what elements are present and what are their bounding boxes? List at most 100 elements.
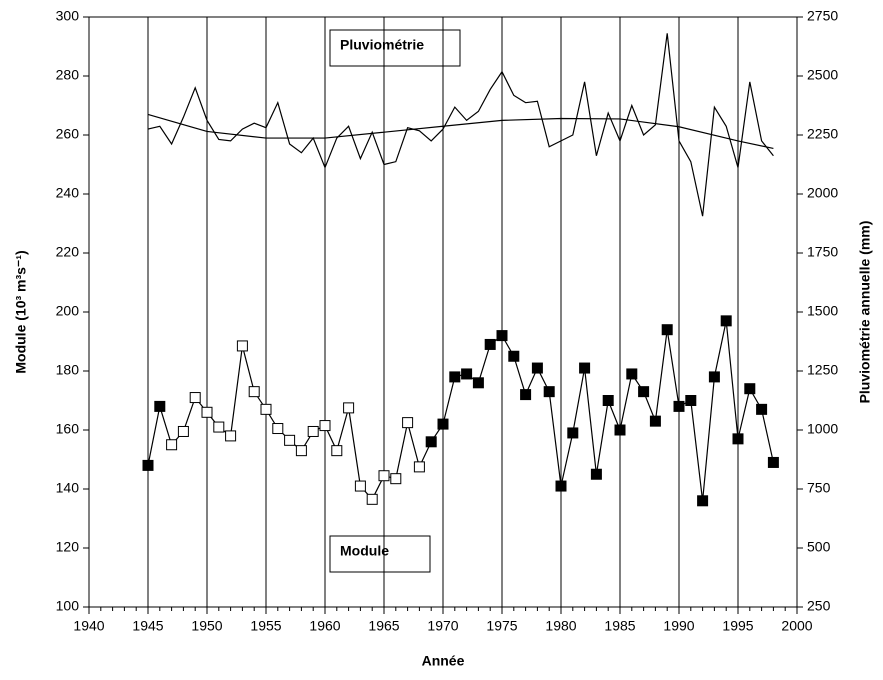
marker (708, 371, 720, 383)
marker (496, 330, 508, 342)
x-tick-label: 2000 (781, 618, 812, 634)
marker (319, 420, 331, 432)
marker (732, 433, 744, 445)
x-tick-label: 1950 (191, 618, 222, 634)
x-tick-label: 1975 (486, 618, 517, 634)
marker (685, 395, 697, 406)
x-axis-label: Année (422, 653, 465, 669)
marker (366, 493, 378, 505)
marker (260, 403, 272, 415)
marker (248, 386, 260, 398)
y-tick-label: 140 (56, 480, 80, 496)
marker (626, 368, 638, 380)
y2-tick-label: 1250 (807, 362, 838, 378)
series-line (147, 113, 774, 150)
marker (177, 425, 189, 437)
x-tick-label: 1940 (73, 618, 104, 634)
marker (201, 406, 213, 418)
annotation: Module (340, 543, 389, 559)
marker (189, 392, 201, 404)
annotation: Pluviométrie (340, 37, 424, 53)
y2-tick-label: 1000 (807, 421, 838, 437)
marker (484, 338, 496, 350)
y-tick-label: 160 (56, 421, 80, 437)
marker (673, 400, 685, 412)
marker (555, 480, 567, 492)
marker (543, 386, 555, 398)
marker (661, 324, 673, 336)
x-tick-label: 1955 (250, 618, 281, 634)
annotation-box (329, 29, 461, 67)
marker (343, 402, 355, 414)
y-tick-label: 280 (56, 67, 80, 83)
y-axis-label: Module (10³ m³s⁻¹) (13, 250, 29, 373)
y-tick-label: 100 (56, 598, 80, 614)
marker (390, 473, 402, 485)
y2-tick-label: 2250 (807, 126, 838, 142)
marker (649, 415, 661, 427)
marker (331, 445, 343, 457)
marker (744, 383, 756, 395)
y2-tick-label: 2000 (807, 185, 838, 201)
marker (756, 403, 768, 415)
marker (154, 400, 166, 412)
y2-tick-label: 250 (807, 598, 831, 614)
marker (461, 368, 473, 380)
marker (567, 427, 579, 439)
marker (272, 423, 284, 435)
x-tick-label: 1945 (132, 618, 163, 634)
x-tick-label: 1970 (427, 618, 458, 634)
x-tick-label: 1985 (604, 618, 635, 634)
y-tick-label: 200 (56, 303, 80, 319)
marker (166, 439, 178, 451)
series-line (147, 33, 774, 217)
marker (225, 430, 237, 442)
marker (295, 445, 307, 457)
marker (638, 386, 650, 398)
marker (307, 425, 319, 437)
marker (378, 470, 390, 482)
y-tick-label: 300 (56, 8, 80, 24)
marker (720, 315, 732, 327)
marker (142, 459, 154, 471)
marker (437, 418, 449, 430)
marker (449, 371, 461, 383)
y2-tick-label: 1500 (807, 303, 838, 319)
marker (236, 340, 248, 352)
marker (590, 468, 602, 480)
annotation-box (329, 535, 431, 573)
x-tick-label: 1980 (545, 618, 576, 634)
marker (284, 434, 296, 446)
y-tick-label: 260 (56, 126, 80, 142)
marker (213, 421, 225, 433)
marker (413, 461, 425, 473)
x-tick-label: 1965 (368, 618, 399, 634)
x-tick-label: 1990 (663, 618, 694, 634)
marker (402, 417, 414, 429)
y-tick-label: 240 (56, 185, 80, 201)
marker (614, 424, 626, 436)
y2-tick-label: 500 (807, 539, 831, 555)
series-line (147, 320, 774, 501)
marker (354, 480, 366, 492)
marker (602, 395, 614, 406)
marker (579, 362, 591, 374)
y-tick-label: 220 (56, 244, 80, 260)
y2-tick-label: 750 (807, 480, 831, 496)
y2-tick-label: 1750 (807, 244, 838, 260)
marker (425, 436, 437, 448)
marker (508, 350, 520, 362)
y-tick-label: 120 (56, 539, 80, 555)
marker (531, 362, 543, 374)
marker (697, 495, 709, 507)
marker (767, 456, 779, 468)
marker (520, 389, 532, 401)
y2-axis-label: Pluviométrie annuelle (mm) (857, 221, 873, 404)
x-tick-label: 1960 (309, 618, 340, 634)
marker (472, 377, 484, 389)
y2-tick-label: 2750 (807, 8, 838, 24)
x-tick-label: 1995 (722, 618, 753, 634)
y-tick-label: 180 (56, 362, 80, 378)
y2-tick-label: 2500 (807, 67, 838, 83)
